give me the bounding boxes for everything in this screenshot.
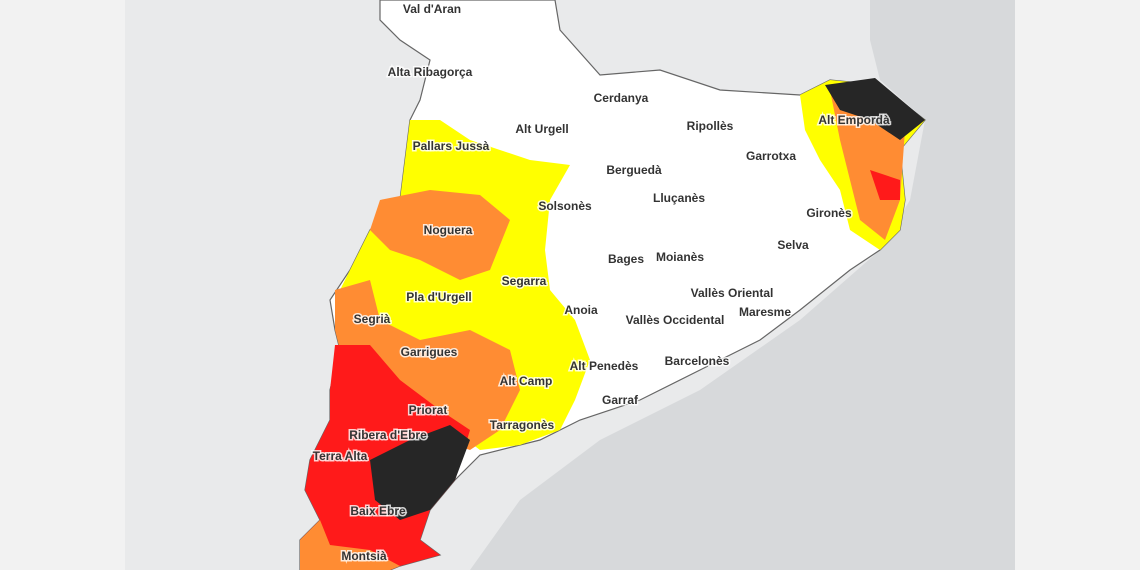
region-label: Segarra [502, 274, 547, 288]
zone-orange-montsia [300, 520, 400, 570]
region-label: Segrià [354, 312, 391, 326]
region-label: Garrotxa [746, 149, 796, 163]
region-label: Terra Alta [313, 449, 368, 463]
region-label: Pla d'Urgell [406, 290, 472, 304]
region-label: Moianès [656, 250, 704, 264]
region-label: Priorat [409, 403, 448, 417]
region-label: Tarragonès [490, 418, 555, 432]
region-label: Montsià [341, 549, 387, 563]
region-label: Cerdanya [594, 91, 649, 105]
region-label: Alt Urgell [515, 122, 568, 136]
region-label: Alt Penedès [570, 359, 639, 373]
region-label: Vallès Occidental [626, 313, 725, 327]
zone-orange-south [335, 280, 520, 450]
zone-black-ebre [370, 425, 470, 520]
region-label: Selva [777, 238, 809, 252]
region-label: Alta Ribagorça [388, 65, 473, 79]
region-label: Alt Camp [500, 374, 553, 388]
region-label: Garraf [602, 393, 639, 407]
zone-orange-noguera [370, 190, 510, 280]
region-label: Gironès [806, 206, 852, 220]
region-label: Val d'Aran [403, 2, 461, 16]
region-label: Pallars Jussà [413, 139, 490, 153]
region-label: Ripollès [687, 119, 734, 133]
region-label: Barcelonès [665, 354, 730, 368]
zone-red-east [870, 170, 900, 200]
region-label: Lluçanès [653, 191, 705, 205]
region-label: Baix Ebre [350, 504, 406, 518]
region-label: Solsonès [538, 199, 592, 213]
region-label: Berguedà [606, 163, 662, 177]
sea [470, 0, 1015, 570]
region-label: Vallès Oriental [691, 286, 774, 300]
region-label: Noguera [424, 223, 473, 237]
region-label: Maresme [739, 305, 791, 319]
region-label: Anoia [564, 303, 598, 317]
zone-black-emporda [825, 78, 925, 140]
region-label: Alt Empordà [818, 113, 890, 127]
region-label: Garrigues [401, 345, 458, 359]
region-label: Ribera d'Ebre [349, 428, 427, 442]
region-label: Bages [608, 252, 644, 266]
